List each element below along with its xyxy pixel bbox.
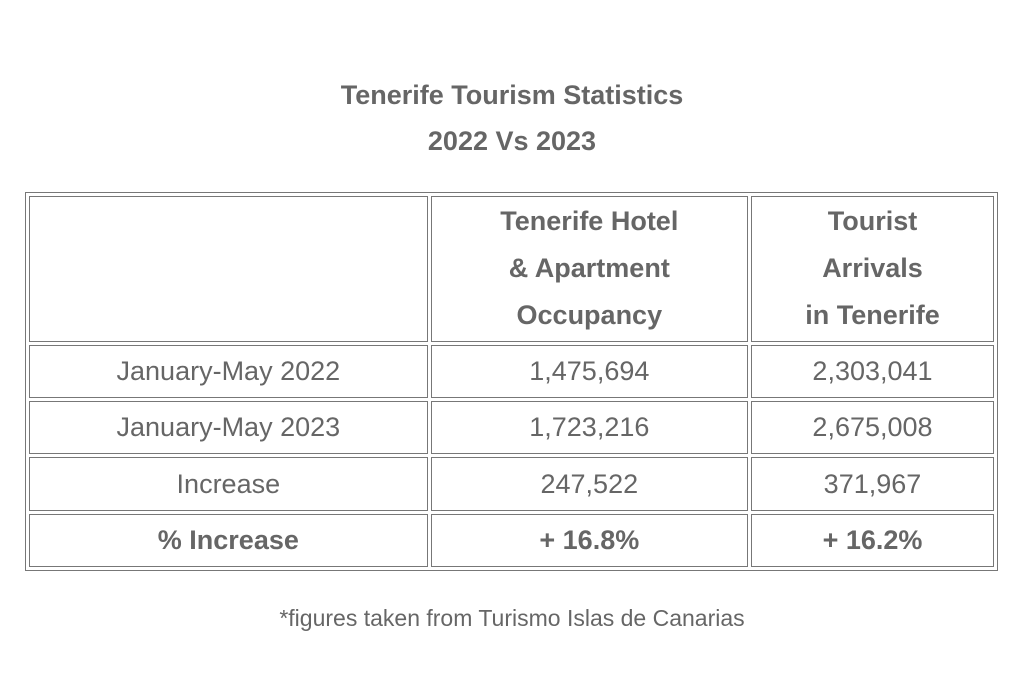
table-row: January-May 2022 1,475,694 2,303,041	[29, 344, 994, 399]
row-label: January-May 2022	[29, 344, 428, 399]
header-text: & Apartment	[508, 253, 670, 284]
occupancy-value: + 16.8%	[430, 513, 748, 567]
header-text: Tenerife Hotel	[500, 206, 679, 237]
table-row: January-May 2023 1,723,216 2,675,008	[29, 401, 994, 455]
occupancy-value: 1,475,694	[430, 344, 748, 399]
table-row-total: % Increase + 16.8% + 16.2%	[29, 513, 994, 567]
page-subtitle: 2022 Vs 2023	[427, 126, 597, 156]
table-row: Increase 247,522 371,967	[29, 457, 994, 511]
arrivals-value: 371,967	[750, 457, 994, 511]
statistics-table: Tenerife Hotel & Apartment Occupancy Tou…	[25, 192, 998, 571]
header-text: Arrivals	[822, 253, 923, 284]
page-title: Tenerife Tourism Statistics	[340, 80, 684, 110]
table-header-row: Tenerife Hotel & Apartment Occupancy Tou…	[29, 196, 994, 342]
occupancy-value: 1,723,216	[430, 401, 748, 455]
arrivals-value: 2,675,008	[750, 401, 994, 455]
footnote: *figures taken from Turismo Islas de Can…	[279, 605, 745, 631]
header-cell-occupancy: Tenerife Hotel & Apartment Occupancy	[430, 196, 748, 342]
header-text: Occupancy	[516, 300, 663, 331]
header-text: in Tenerife	[805, 300, 940, 331]
header-cell-arrivals: Tourist Arrivals in Tenerife	[750, 196, 994, 342]
arrivals-value: + 16.2%	[750, 513, 994, 567]
header-cell-empty	[29, 196, 428, 342]
row-label: Increase	[29, 457, 428, 511]
row-label: January-May 2023	[29, 401, 428, 455]
arrivals-value: 2,303,041	[750, 344, 994, 399]
occupancy-value: 247,522	[430, 457, 748, 511]
row-label: % Increase	[29, 513, 428, 567]
header-text: Tourist	[827, 206, 918, 237]
